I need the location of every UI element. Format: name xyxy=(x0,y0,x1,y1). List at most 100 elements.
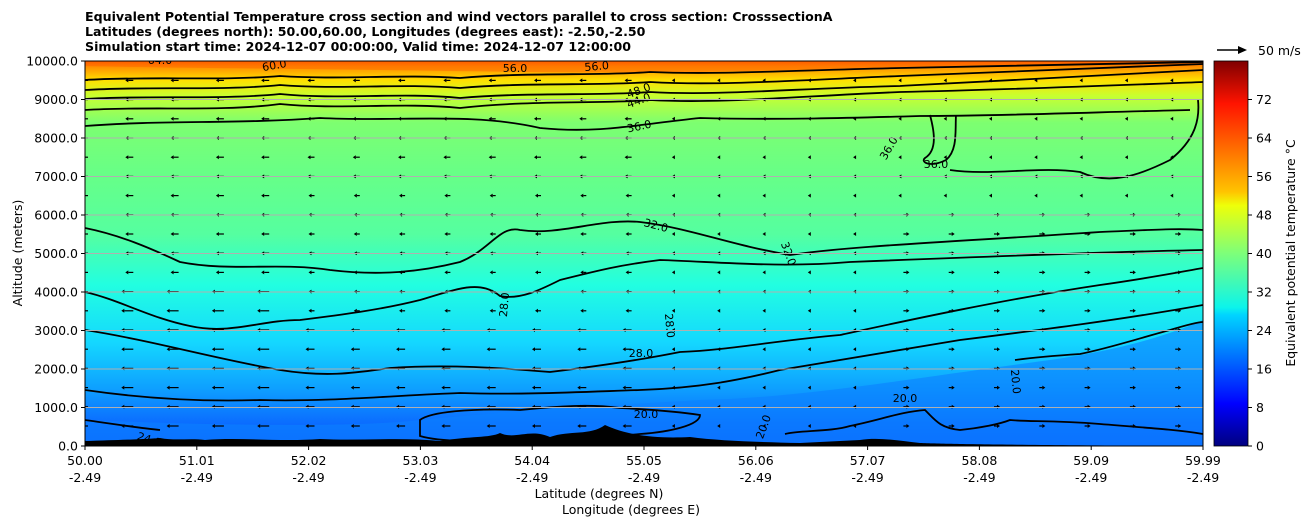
colorbar-tick-label: 16 xyxy=(1256,362,1272,377)
y-tick-label: 9000.0 xyxy=(34,92,78,107)
wind-arrow xyxy=(215,232,224,236)
cool-region xyxy=(85,320,1203,446)
quiver-key-label: 50 m/s xyxy=(1258,43,1301,58)
wind-arrow xyxy=(257,347,270,352)
wind-arrow xyxy=(1034,155,1038,160)
wind-arrow xyxy=(488,78,496,83)
wind-arrow xyxy=(762,270,766,275)
x-tick-label-latitude: 52.02 xyxy=(291,453,327,468)
wind-arrow xyxy=(486,347,496,352)
wind-arrow xyxy=(441,424,451,428)
wind-arrow xyxy=(1079,78,1083,83)
wind-arrow xyxy=(1170,116,1174,121)
x-tick-label-longitude: -2.49 xyxy=(69,470,101,485)
wind-arrow xyxy=(444,270,451,275)
y-tick-label: 0.0 xyxy=(58,439,78,454)
contour-line xyxy=(85,63,1203,91)
wind-arrow xyxy=(807,385,811,390)
wind-arrow xyxy=(577,385,587,390)
wind-arrow xyxy=(671,193,675,198)
x-tick-label-latitude: 56.06 xyxy=(738,453,774,468)
title-line-1: Equivalent Potential Temperature cross s… xyxy=(85,9,833,24)
contour-line xyxy=(85,69,1203,100)
wind-arrow xyxy=(261,116,270,121)
wind-arrow xyxy=(1129,347,1136,352)
colorbar-tick-label: 48 xyxy=(1256,208,1272,223)
wind-arrow xyxy=(1175,424,1182,428)
x-tick-label-latitude: 50.00 xyxy=(67,453,103,468)
wind-arrow xyxy=(353,270,360,275)
wind-arrow xyxy=(489,193,496,198)
wind-arrow xyxy=(903,232,910,236)
wind-arrow xyxy=(671,424,675,428)
wind-arrow xyxy=(85,406,88,408)
colorbar-tick-label: 24 xyxy=(1256,323,1272,338)
y-tick-label: 10000.0 xyxy=(26,54,78,69)
wind-arrow xyxy=(352,116,360,121)
wind-arrow xyxy=(396,347,406,352)
wind-arrow xyxy=(257,424,270,428)
wind-arrow xyxy=(257,308,270,313)
contour-label: 28.0 xyxy=(497,292,512,318)
wind-arrow xyxy=(580,308,587,313)
gridlines xyxy=(85,99,1203,408)
wind-arrow xyxy=(903,270,910,275)
wind-arrow xyxy=(943,193,947,198)
wind-arrow xyxy=(898,193,902,198)
wind-arrow xyxy=(85,367,88,369)
wind-arrow xyxy=(989,193,992,198)
wind-arrow xyxy=(579,78,587,83)
wind-arrow xyxy=(762,308,766,313)
wind-arrow xyxy=(121,385,134,390)
wind-arrow xyxy=(622,424,632,428)
wind-arrow xyxy=(671,347,675,352)
wind-arrow xyxy=(352,155,360,160)
wind-arrow xyxy=(717,347,721,352)
wind-arrow xyxy=(350,347,360,352)
x-tick-label-latitude: 58.08 xyxy=(962,453,998,468)
wind-arrow xyxy=(1039,424,1046,428)
x-tick-label-latitude: 53.03 xyxy=(403,453,439,468)
wind-arrow xyxy=(717,193,721,198)
wind-arrow xyxy=(853,193,857,198)
wind-arrow xyxy=(853,424,857,428)
wind-arrow xyxy=(989,78,992,83)
wind-arrow xyxy=(762,193,766,198)
wind-arrow xyxy=(1129,308,1136,313)
wind-arrow xyxy=(717,385,721,390)
wind-arrow xyxy=(671,308,675,313)
wind-arrow xyxy=(1039,308,1046,313)
wind-arrow xyxy=(443,155,451,160)
wind-arrow xyxy=(807,347,811,352)
wind-arrow xyxy=(534,155,541,160)
wind-arrow xyxy=(807,232,811,236)
wind-arrow xyxy=(396,385,406,390)
wind-arrow xyxy=(308,193,315,198)
wind-arrow xyxy=(170,270,179,275)
wind-arrow xyxy=(994,232,1000,236)
wind-arrow xyxy=(948,347,955,352)
wind-arrow xyxy=(1124,78,1128,83)
y-tick-label: 8000.0 xyxy=(34,131,78,146)
x-tick-label-longitude: -2.49 xyxy=(963,470,995,485)
contour-line xyxy=(85,267,1203,375)
colorbar-tick-label: 64 xyxy=(1256,131,1272,146)
x-axis-label-longitude: Longitude (degrees E) xyxy=(562,502,700,517)
x-tick-label-latitude: 55.05 xyxy=(626,453,662,468)
wind-arrow xyxy=(624,78,632,83)
wind-arrow xyxy=(211,308,224,313)
wind-arrow xyxy=(307,155,315,160)
colorbar-ticks: 0 8 16 24 32 40 48 56 64 72 xyxy=(1248,92,1272,454)
wind-arrow xyxy=(853,232,857,236)
wind-arrow xyxy=(532,424,541,428)
wind-arrow xyxy=(717,155,721,160)
wind-arrow xyxy=(399,232,406,236)
contour-line xyxy=(85,304,1203,402)
wind-arrow xyxy=(85,348,88,350)
colorbar-tick-label: 0 xyxy=(1256,439,1264,454)
wind-arrow xyxy=(166,424,179,428)
contour-line xyxy=(922,114,957,165)
contour-line xyxy=(85,249,1203,330)
wind-arrow xyxy=(717,424,721,428)
contour-line xyxy=(1014,321,1203,361)
